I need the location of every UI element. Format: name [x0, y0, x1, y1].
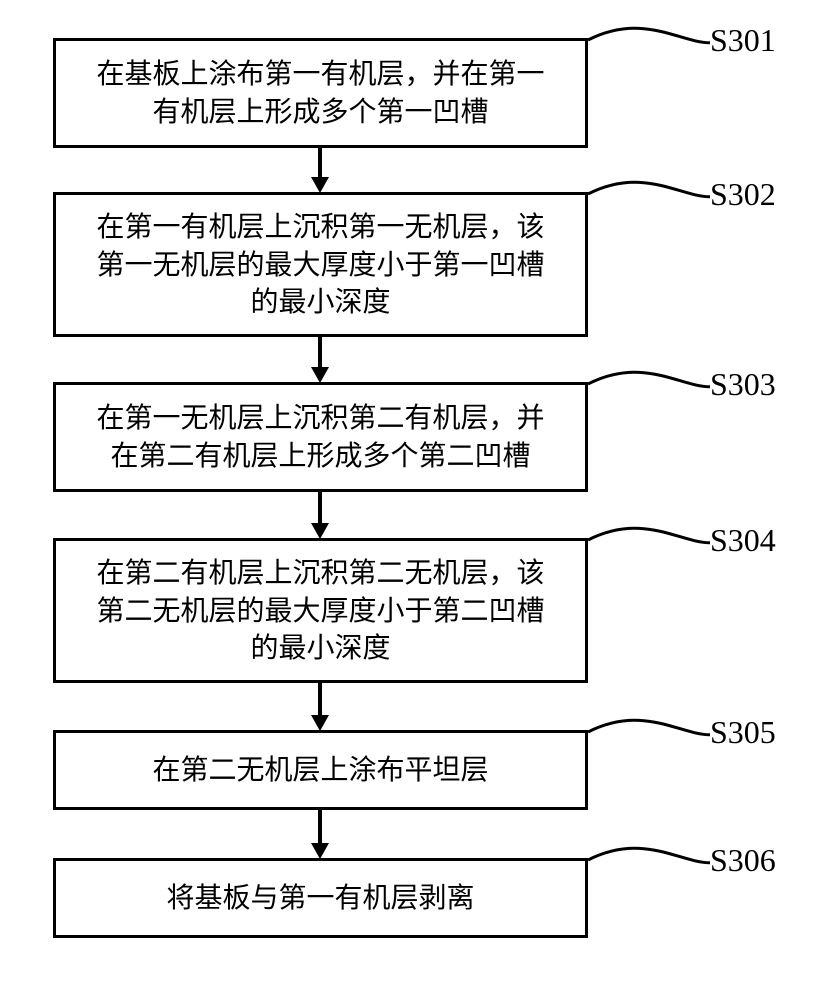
flow-arrow [300, 335, 340, 384]
flow-arrow [300, 490, 340, 540]
step-label: S302 [710, 176, 776, 213]
flow-node-text: 在第一无机层上沉积第二有机层，并 在第二有机层上形成多个第二凹槽 [96, 399, 544, 475]
flow-node-text: 将基板与第一有机层剥离 [166, 879, 474, 917]
leader-line [584, 820, 714, 883]
flow-node: 在第二有机层上沉积第二无机层，该 第二无机层的最大厚度小于第二凹槽 的最小深度 [53, 538, 588, 683]
flow-node-text: 在第二有机层上沉积第二无机层，该 第二无机层的最大厚度小于第二凹槽 的最小深度 [96, 554, 544, 667]
step-label: S303 [710, 366, 776, 403]
leader-line [584, 0, 714, 63]
flow-arrow [300, 146, 340, 194]
flow-node: 在第二无机层上涂布平坦层 [53, 730, 588, 810]
leader-line [584, 344, 714, 407]
flow-node: 在第一无机层上沉积第二有机层，并 在第二有机层上形成多个第二凹槽 [53, 382, 588, 492]
step-label: S304 [710, 522, 776, 559]
step-label: S305 [710, 714, 776, 751]
flowchart-canvas: 在基板上涂布第一有机层，并在第一 有机层上形成多个第一凹槽 S301 在第一有机层上… [0, 0, 830, 1000]
step-label: S306 [710, 842, 776, 879]
flow-node: 将基板与第一有机层剥离 [53, 858, 588, 938]
flow-arrow [300, 681, 340, 732]
flow-arrow [300, 808, 340, 860]
leader-line [584, 500, 714, 563]
flow-node: 在基板上涂布第一有机层，并在第一 有机层上形成多个第一凹槽 [53, 38, 588, 148]
flow-node-text: 在第二无机层上涂布平坦层 [152, 751, 488, 789]
flow-node: 在第一有机层上沉积第一无机层，该 第一无机层的最大厚度小于第一凹槽 的最小深度 [53, 192, 588, 337]
flow-node-text: 在第一有机层上沉积第一无机层，该 第一无机层的最大厚度小于第一凹槽 的最小深度 [96, 208, 544, 321]
step-label: S301 [710, 22, 776, 59]
flow-node-text: 在基板上涂布第一有机层，并在第一 有机层上形成多个第一凹槽 [96, 55, 544, 131]
leader-line [584, 692, 714, 755]
leader-line [584, 154, 714, 217]
